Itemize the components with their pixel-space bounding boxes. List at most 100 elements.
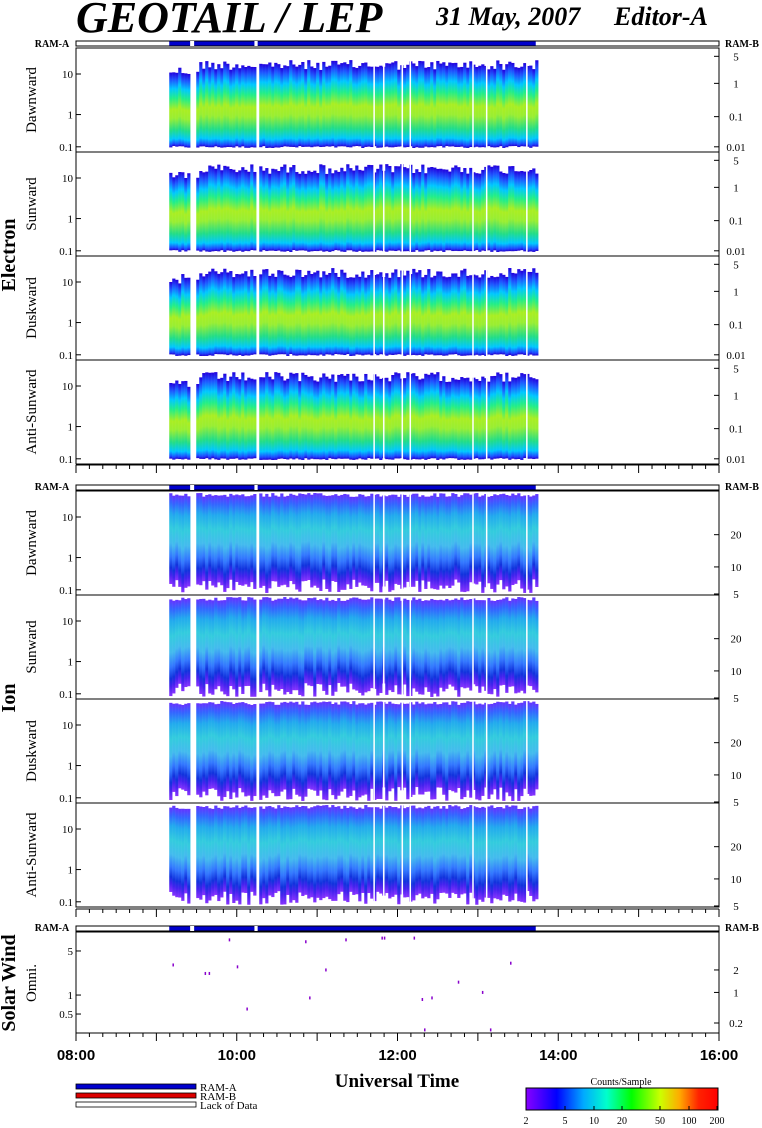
electron-panel-dawnward-spectrogram <box>169 49 539 151</box>
solarwind-point <box>510 961 512 965</box>
solarwind-point <box>204 971 207 975</box>
electron-ram-b-label: RAM-B <box>725 39 759 50</box>
ion-panel-duskward-label: Duskward <box>24 720 40 782</box>
electron-panel-anti-sunward-ytick-label: 10 <box>62 381 74 393</box>
ion-panel-sunward-rtick-label: 10 <box>731 666 743 678</box>
electron-panel-sunward-ytick-label: 10 <box>62 173 74 185</box>
solarwind-rtick-label: 1 <box>733 987 739 999</box>
legend-label: RAM-B <box>200 1091 236 1103</box>
ion-panel-sunward-ytick-label: 1 <box>68 657 74 669</box>
electron-panel-anti-sunward-ytick-label: 1 <box>68 422 74 434</box>
electron-panel-anti-sunward-ytick-label: 0.1 <box>59 454 73 466</box>
ion-panel-anti-sunward-label: Anti-Sunward <box>24 812 40 897</box>
colorbar-tick-label: 5 <box>563 1116 568 1127</box>
legend-swatch <box>75 1092 197 1099</box>
electron-panel-sunward-rtick-label: 1 <box>733 182 739 194</box>
xaxis-tick-label: 12:00 <box>378 1047 416 1064</box>
electron-ram-gap-0 <box>190 41 195 46</box>
chart-date: 31 May, 2007 <box>436 2 581 31</box>
chart-editor: Editor-A <box>614 2 708 31</box>
electron-panel-anti-sunward-rtick-label: 0.01 <box>726 454 745 466</box>
ion-panel-duskward-rtick-label: 10 <box>731 770 743 782</box>
electron-panel-dawnward-ytick-label: 0.1 <box>59 142 73 154</box>
ion-panel-anti-sunward-spectrogram <box>169 804 539 906</box>
ion-panel-sunward-label: Sunward <box>24 620 40 674</box>
solarwind-point <box>345 938 347 942</box>
electron-panel-sunward-rtick-label: 5 <box>733 155 739 167</box>
electron-panel-sunward-rtick-label: 0.01 <box>726 246 745 258</box>
solarwind-point <box>481 990 484 994</box>
electron-panel-sunward-label: Sunward <box>24 177 40 231</box>
xaxis-label: Universal Time <box>335 1071 459 1092</box>
solarwind-ram-a-label: RAM-A <box>35 923 70 934</box>
electron-ram-gap-1 <box>254 41 258 46</box>
ion-panel-duskward-rtick-label: 5 <box>733 797 739 809</box>
solarwind-point <box>325 968 327 972</box>
electron-panel-sunward-spectrogram <box>169 153 539 255</box>
solarwind-point <box>457 980 460 984</box>
electron-panel-dawnward-ytick-label: 1 <box>68 110 74 122</box>
ion-panel-dawnward-rtick-label: 20 <box>731 530 743 542</box>
solarwind-ytick-label: 1 <box>68 990 74 1002</box>
ion-panel-duskward-spectrogram <box>169 700 539 802</box>
ion-panel-anti-sunward-ytick-label: 10 <box>62 824 74 836</box>
ion-panel-sunward-rtick-label: 5 <box>733 693 739 705</box>
legend-swatch <box>75 1083 197 1090</box>
colorbar-tick-label: 20 <box>617 1116 627 1127</box>
electron-panel-anti-sunward-rtick-label: 1 <box>733 390 739 402</box>
solarwind-point <box>208 971 211 975</box>
electron-panel-dawnward-label: Dawnward <box>24 67 40 133</box>
electron-panel-duskward-ytick-label: 0.1 <box>59 350 73 362</box>
ion-panel-dawnward-rtick-label: 5 <box>733 589 739 601</box>
ion-panel-dawnward-rtick-label: 10 <box>731 562 743 574</box>
colorbar-tick-label: 2 <box>524 1116 529 1127</box>
solarwind-point <box>381 936 383 940</box>
solarwind-point <box>421 997 424 1001</box>
solarwind-ram-gap-1 <box>254 926 258 931</box>
ion-panel-anti-sunward-ytick-label: 1 <box>68 865 74 877</box>
ion-panel-dawnward-ytick-label: 0.1 <box>59 585 73 597</box>
solarwind-rtick-label: 2 <box>733 965 739 977</box>
electron-ram-a-label: RAM-A <box>35 39 70 50</box>
electron-panel-dawnward-ytick-label: 10 <box>62 69 74 81</box>
solarwind-ytick-label: 5 <box>68 946 74 958</box>
solarwind-rtick-label: 0.2 <box>729 1018 743 1030</box>
ion-ram-a-coverage <box>169 485 536 490</box>
legend-swatch <box>75 1101 197 1108</box>
ion-panel-anti-sunward-rtick-label: 10 <box>731 874 743 886</box>
solarwind-point <box>489 1028 492 1032</box>
electron-panel-dawnward-rtick-label: 0.1 <box>729 112 743 124</box>
electron-panel-duskward-rtick-label: 0.1 <box>729 320 743 332</box>
electron-panel-sunward-rtick-label: 0.1 <box>729 216 743 228</box>
ion-panel-anti-sunward-rtick-label: 5 <box>733 901 739 913</box>
ion-panel-sunward-ytick-label: 0.1 <box>59 689 73 701</box>
electron-panel-duskward-ytick-label: 1 <box>68 318 74 330</box>
ion-species-label: Ion <box>0 684 20 713</box>
solarwind-ram-b-label: RAM-B <box>725 923 759 934</box>
xaxis-tick-label: 16:00 <box>700 1047 738 1064</box>
solarwind-point <box>431 996 433 1000</box>
electron-panel-anti-sunward-rtick-label: 0.1 <box>729 424 743 436</box>
ion-panel-duskward-rtick-label: 20 <box>731 738 743 750</box>
ion-panel-sunward-spectrogram <box>169 596 539 698</box>
ion-ram-gap-0 <box>190 485 195 490</box>
electron-panel-dawnward-rtick-label: 0.01 <box>726 142 745 154</box>
solarwind-point <box>236 965 239 969</box>
colorbar-tick-label: 50 <box>655 1116 665 1127</box>
ion-ram-b-label: RAM-B <box>725 482 759 493</box>
ion-panel-dawnward-label: Dawnward <box>24 510 40 576</box>
electron-ram-a-coverage <box>169 41 536 46</box>
electron-panel-duskward-rtick-label: 5 <box>733 259 739 271</box>
electron-panel-dawnward-rtick-label: 1 <box>733 78 739 90</box>
solarwind-point <box>424 1028 426 1032</box>
electron-panel-anti-sunward-label: Anti-Sunward <box>24 369 40 454</box>
ion-panel-dawnward-ytick-label: 1 <box>68 553 74 565</box>
ion-panel-duskward-ytick-label: 10 <box>62 720 74 732</box>
ion-ram-gap-1 <box>254 485 258 490</box>
solarwind-point <box>383 936 386 940</box>
solarwind-point <box>305 940 307 944</box>
colorbar-tick-label: 10 <box>589 1116 599 1127</box>
electron-panel-duskward-ytick-label: 10 <box>62 277 74 289</box>
colorbar-tick-label: 100 <box>682 1116 697 1127</box>
